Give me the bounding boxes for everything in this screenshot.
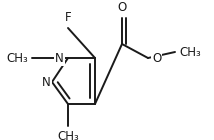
Text: F: F	[65, 11, 71, 24]
Text: CH₃: CH₃	[179, 46, 201, 59]
Text: O: O	[152, 52, 161, 65]
Text: N: N	[55, 52, 64, 65]
Text: CH₃: CH₃	[57, 130, 79, 140]
Text: O: O	[117, 1, 127, 14]
Text: N: N	[42, 75, 50, 88]
Text: CH₃: CH₃	[6, 52, 28, 65]
